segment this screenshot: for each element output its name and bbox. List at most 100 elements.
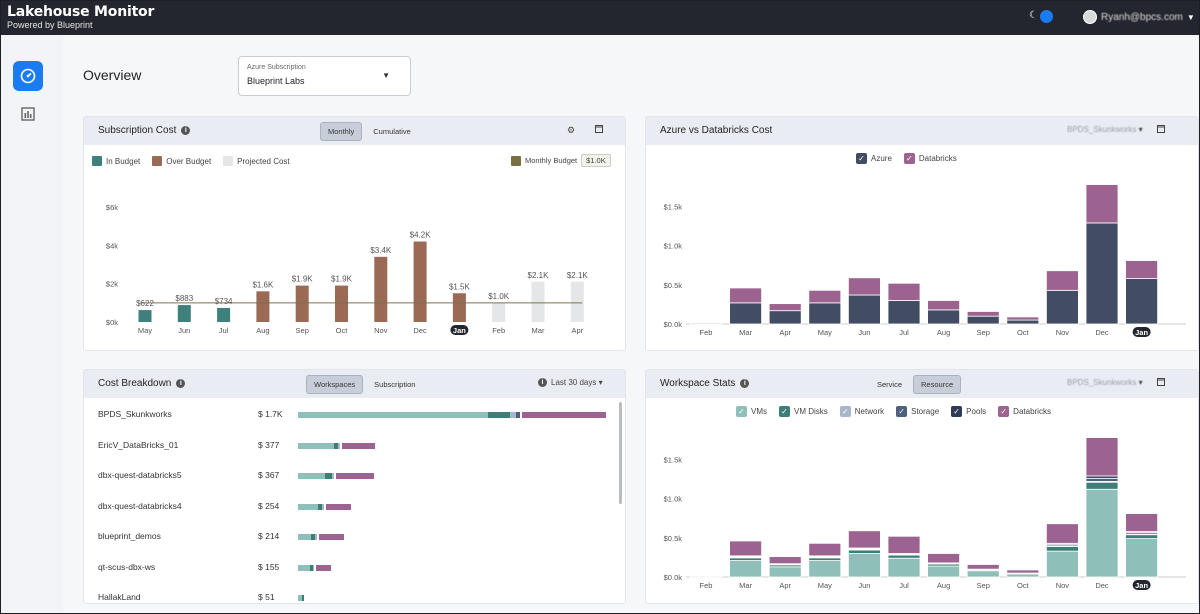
- bar-segment: [1085, 437, 1119, 477]
- tab-service[interactable]: Service: [877, 380, 903, 389]
- subscription-value: Blueprint Labs: [247, 76, 305, 86]
- bar-segment: [1125, 513, 1159, 532]
- date-range-select[interactable]: i Last 30 days ▾: [538, 378, 603, 387]
- check-icon: ✓: [839, 406, 851, 417]
- legend-in-budget[interactable]: In Budget: [92, 156, 140, 166]
- x-tick-label: Mar: [739, 328, 752, 337]
- gear-icon[interactable]: ⚙: [567, 125, 576, 135]
- legend-label: Databricks: [918, 154, 957, 163]
- check-icon: ✓: [951, 406, 963, 417]
- tab-cumulative[interactable]: Cumulative: [373, 127, 411, 136]
- data-label: $1.0K: [488, 292, 510, 301]
- app-title: Lakehouse Monitor: [7, 4, 155, 20]
- list-item[interactable]: dbx-quest-databricks4 $ 254: [98, 501, 618, 515]
- bar-segment: [302, 595, 304, 601]
- bar: [217, 307, 231, 322]
- list-item[interactable]: EricV_DataBricks_01 $ 377: [98, 440, 618, 454]
- list-item[interactable]: qt-scus-dbx-ws $ 155: [98, 562, 618, 576]
- workspace-stats-legend: ✓ VMs ✓ VM Disks ✓ Network ✓ Storage ✓ Pools ✓ Data…: [736, 406, 1051, 417]
- legend-databricks[interactable]: ✓ Databricks: [998, 406, 1051, 417]
- bar-segment: [1045, 523, 1079, 544]
- list-item[interactable]: BPDS_Skunkworks $ 1.7K: [98, 409, 618, 423]
- user-menu[interactable]: Ryanh@bpcs.com ▼: [1083, 8, 1195, 26]
- workspace-stats-panel: Workspace Stats i Service Resource BPDS_S…: [645, 369, 1199, 604]
- info-icon[interactable]: i: [176, 379, 186, 388]
- azure-databricks-legend: ✓ Azure ✓ Databricks: [856, 153, 957, 164]
- bar-segment: [298, 473, 325, 479]
- check-icon: ✓: [903, 153, 915, 164]
- legend-label: Azure: [871, 154, 892, 163]
- legend-label: VM Disks: [794, 407, 828, 416]
- legend-storage[interactable]: ✓ Storage: [896, 406, 939, 417]
- bar-segment: [310, 564, 313, 571]
- legend-projected-cost[interactable]: Projected Cost: [223, 156, 290, 166]
- info-icon[interactable]: i: [740, 379, 750, 388]
- legend-azure[interactable]: ✓ Azure: [856, 153, 892, 164]
- subscription-cost-tabs: Monthly Cumulative: [320, 122, 418, 141]
- bar-segment: [1125, 538, 1159, 578]
- bar: [413, 241, 427, 322]
- bar-segment: [966, 570, 1000, 578]
- tab-resource[interactable]: Resource: [913, 375, 962, 394]
- monthly-budget-value[interactable]: $1.0K: [581, 154, 611, 167]
- swatch: [92, 156, 102, 166]
- check-icon: ✓: [998, 406, 1010, 417]
- panel-title: Azure vs Databricks Cost: [660, 125, 773, 136]
- bar-segment: [1045, 550, 1079, 578]
- legend-over-budget[interactable]: Over Budget: [152, 156, 211, 166]
- bar-segment: [1125, 278, 1159, 325]
- maximize-icon[interactable]: [1157, 125, 1165, 135]
- legend-label: Databricks: [1013, 407, 1051, 416]
- monthly-budget-label: Monthly Budget: [525, 156, 578, 165]
- tab-monthly[interactable]: Monthly: [320, 122, 363, 141]
- monthly-budget: Monthly Budget $1.0K: [511, 154, 611, 167]
- nav-reports[interactable]: [13, 99, 43, 129]
- bar-segment: [1006, 569, 1040, 574]
- workspace-dropdown[interactable]: BPDS_Skunkworks ▾: [1067, 125, 1143, 134]
- maximize-icon[interactable]: [595, 125, 603, 135]
- bar-segment: [729, 560, 762, 578]
- scrollbar[interactable]: [619, 402, 622, 504]
- bar-segment: [332, 473, 334, 479]
- brand[interactable]: Lakehouse Monitor Powered by Blueprint: [7, 4, 154, 30]
- tab-workspaces[interactable]: Workspaces: [306, 375, 364, 394]
- list-item[interactable]: blueprint_demos $ 214: [98, 531, 618, 545]
- user-email: Ryanh@bpcs.com: [1101, 11, 1183, 23]
- x-tick-highlight: [1132, 580, 1151, 590]
- bar-segment: [315, 534, 317, 540]
- y-tick-label: $0k: [106, 318, 118, 327]
- theme-toggle[interactable]: ☾: [1029, 9, 1055, 24]
- legend-network[interactable]: ✓ Network: [839, 406, 884, 417]
- x-tick-label: May: [138, 326, 152, 335]
- x-tick-label: Aug: [937, 328, 950, 337]
- bar-segment: [927, 309, 961, 325]
- bar: [295, 285, 309, 322]
- info-icon[interactable]: i: [181, 126, 191, 135]
- subscription-select[interactable]: Azure Subscription Blueprint Labs ▼: [238, 56, 411, 96]
- bar-segment: [768, 556, 802, 565]
- chevron-down-icon: ▼: [1186, 12, 1195, 22]
- workspace-amount: $ 1.7K: [258, 409, 283, 419]
- x-tick-label: Nov: [1056, 328, 1070, 337]
- tab-subscription[interactable]: Subscription: [374, 380, 416, 389]
- bar-segment: [887, 282, 921, 301]
- legend-vms[interactable]: ✓ VMs: [736, 406, 767, 417]
- bar: [374, 256, 388, 322]
- workspace-dropdown[interactable]: BPDS_Skunkworks ▾: [1067, 378, 1143, 387]
- bar-segment: [689, 574, 723, 576]
- y-tick-label: $1.0k: [664, 495, 683, 504]
- legend-vm-disks[interactable]: ✓ VM Disks: [779, 406, 828, 417]
- list-item[interactable]: dbx-quest-databricks5 $ 367: [98, 470, 618, 484]
- bar-segment: [298, 412, 488, 418]
- swatch: [223, 156, 234, 166]
- bar-segment: [808, 542, 842, 557]
- check-icon: ✓: [736, 406, 747, 417]
- panel-title: Subscription Cost i: [98, 125, 191, 136]
- cost-bar: [298, 442, 375, 449]
- legend-databricks[interactable]: ✓ Databricks: [903, 153, 957, 164]
- legend-pools[interactable]: ✓ Pools: [951, 406, 986, 417]
- maximize-icon[interactable]: [1157, 378, 1165, 388]
- nav-dashboard[interactable]: [13, 61, 43, 91]
- bar: [177, 305, 191, 322]
- list-item[interactable]: HallakLand $ 51: [98, 592, 618, 603]
